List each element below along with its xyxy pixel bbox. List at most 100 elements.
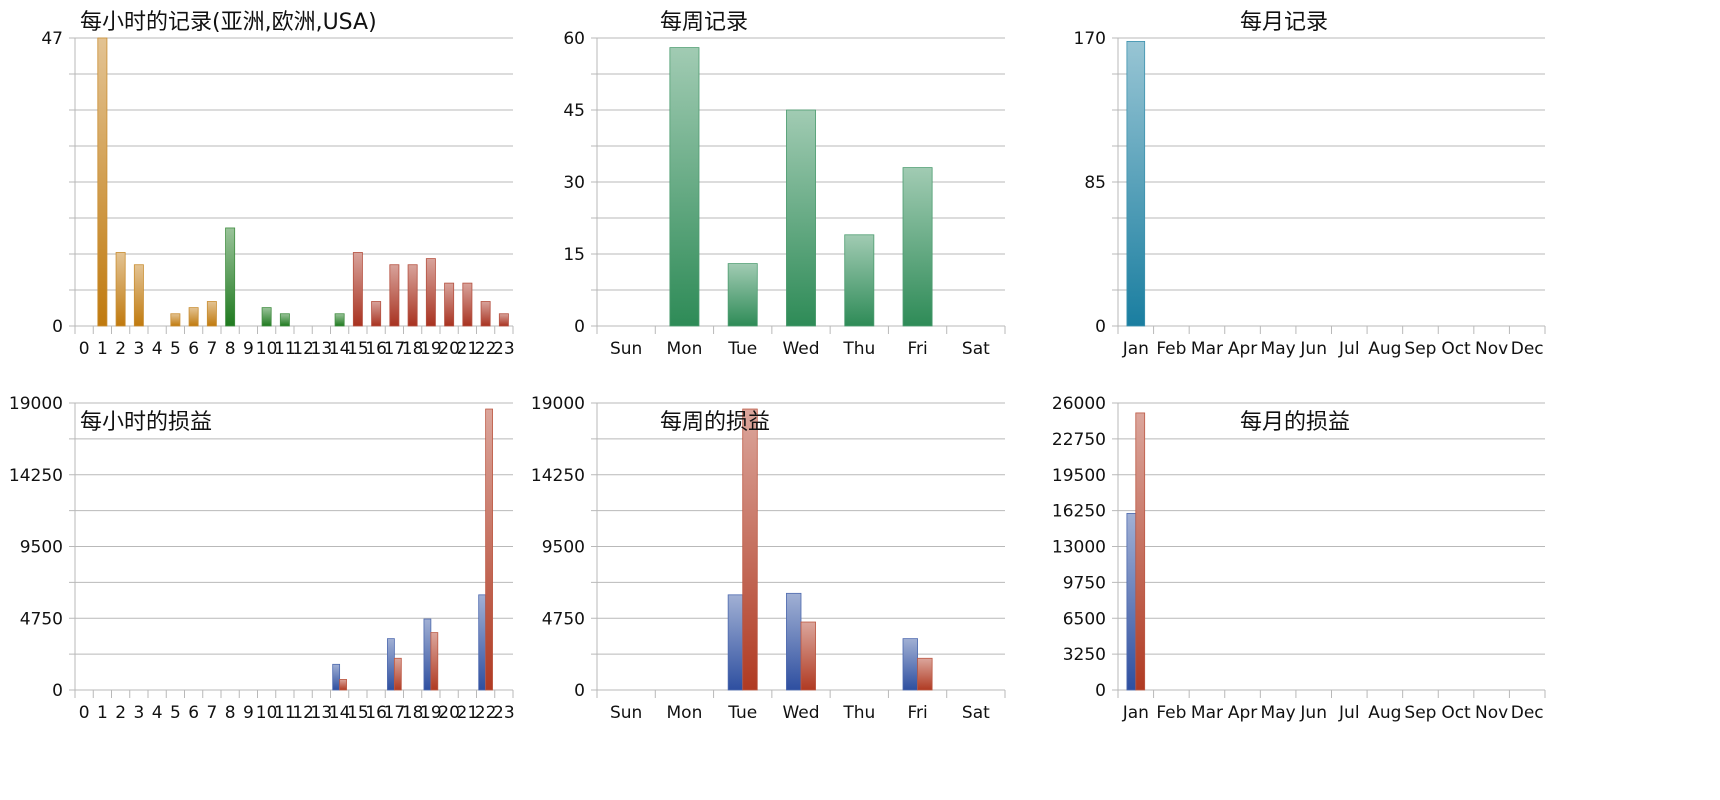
x-tick-label: Mar (1191, 339, 1223, 359)
y-tick-label: 9750 (1063, 573, 1106, 593)
bar (1126, 512, 1137, 691)
x-tick-label: Fri (907, 703, 927, 723)
x-tick-label: Sun (610, 703, 642, 723)
x-tick-label: Sat (962, 703, 990, 723)
bar (902, 167, 933, 327)
bar (430, 632, 439, 691)
x-tick-label: 20 (438, 339, 460, 359)
y-tick-label: 0 (574, 681, 585, 701)
y-tick-label: 60 (563, 29, 585, 49)
chart-title: 每月记录 (1240, 10, 1329, 35)
y-tick-label: 14250 (9, 466, 63, 486)
x-tick-label: 4 (152, 703, 163, 723)
x-tick-label: 17 (384, 339, 406, 359)
bar (1135, 412, 1146, 691)
bar (800, 621, 816, 691)
bar (115, 252, 126, 327)
x-tick-label: Mar (1191, 703, 1223, 723)
x-tick-label: 16 (365, 339, 387, 359)
x-tick-label: 22 (475, 339, 497, 359)
y-tick-label: 19000 (531, 394, 585, 414)
x-tick-label: May (1261, 339, 1296, 359)
y-tick-label: 170 (1074, 29, 1106, 49)
x-tick-label: Feb (1156, 339, 1186, 359)
x-tick-label: 7 (206, 339, 217, 359)
y-tick-label: 9500 (542, 538, 585, 558)
x-tick-label: 15 (347, 703, 369, 723)
chart-monthly-records: 0 85 170 Jan Feb Mar Apr May Jun Jul Aug Sep Oct Nov D… (1074, 0, 1720, 395)
x-tick-label: 17 (384, 703, 406, 723)
y-tick-label: 0 (1095, 681, 1106, 701)
x-tick-label: Thu (842, 339, 875, 359)
bar (206, 301, 217, 327)
x-tick-label: 21 (457, 703, 479, 723)
y-tick-label: 22750 (1052, 430, 1106, 450)
bar (478, 594, 487, 691)
x-tick-label: Jan (1122, 339, 1149, 359)
chart-title: 每小时的损益 (80, 410, 213, 435)
bar (425, 258, 436, 327)
x-tick-label: Jun (1299, 703, 1327, 723)
x-tick-label: 8 (225, 339, 236, 359)
bar (423, 618, 432, 691)
bar (332, 663, 341, 691)
y-tick-label: 3250 (1063, 645, 1106, 665)
chart-weekly-records-svg: 0 15 30 45 60 Sun Mon Tue Wed Thu Fri Sat (563, 29, 1006, 359)
bar (352, 252, 363, 327)
bar (669, 47, 700, 327)
x-tick-label: 0 (79, 703, 90, 723)
x-tick-label: 6 (188, 339, 199, 359)
x-tick-label: 1 (97, 339, 108, 359)
chart-weekly-records: 0 15 30 45 60 Sun Mon Tue Wed Thu Fri Sat 每周记录 (563, 0, 1160, 395)
bar (742, 408, 758, 691)
chart-title: 每小时的记录(亚洲,欧洲,USA) (80, 10, 377, 35)
x-tick-label: 8 (225, 703, 236, 723)
chart-hourly-records: 0 47 0 1 2 3 4 5 6 7 8 9 10 11 12 13 14 15 16 17 18 19 20 21 22 2… (0, 0, 580, 395)
x-tick-label: 0 (79, 339, 90, 359)
chart-hourly-pnl: 0 4750 9500 14250 19000 0 1 2 3 4 5 6 7 8 9 10 11 12 13 14 1… (0, 394, 580, 800)
chart-title: 每月的损益 (1240, 410, 1351, 435)
x-tick-label: 23 (493, 703, 515, 723)
bar (727, 594, 744, 691)
x-tick-label: Jun (1299, 339, 1327, 359)
x-tick-label: 16 (365, 703, 387, 723)
y-tick-label: 0 (574, 317, 585, 337)
bar (462, 282, 473, 327)
x-tick-label: Mon (667, 703, 703, 723)
x-tick-label: 10 (256, 703, 278, 723)
chart-monthly-pnl: 0 3250 6500 9750 13000 16250 19500 22750 26000 Ja… (1052, 394, 1720, 800)
x-tick-label: Jan (1122, 703, 1149, 723)
x-tick-label: 23 (493, 339, 515, 359)
bar (225, 227, 236, 327)
x-tick-label: 2 (115, 339, 126, 359)
x-tick-label: Sat (962, 339, 990, 359)
x-tick-label: 13 (311, 703, 333, 723)
bar (393, 657, 402, 691)
x-tick-label: May (1261, 703, 1296, 723)
chart-title: 每周记录 (660, 10, 749, 35)
x-tick-label: Dec (1511, 703, 1544, 723)
x-tick-label: Fri (907, 339, 927, 359)
bar (485, 408, 493, 691)
y-tick-label: 0 (1095, 317, 1106, 337)
x-tick-label: Wed (782, 703, 819, 723)
x-tick-label: Sep (1404, 339, 1436, 359)
y-tick-label: 19000 (9, 394, 63, 414)
chart-title: 每周的损益 (660, 410, 771, 435)
y-tick-label: 13000 (1052, 538, 1106, 558)
x-tick-label: Tue (727, 703, 757, 723)
x-tick-label: 12 (292, 339, 314, 359)
x-tick-label: Aug (1368, 703, 1401, 723)
x-tick-label: Sun (610, 339, 642, 359)
bar (279, 313, 290, 327)
x-tick-label: 19 (420, 703, 442, 723)
bar (261, 307, 272, 327)
bar (786, 592, 802, 691)
bar (371, 301, 382, 327)
bar (334, 313, 345, 327)
x-tick-label: Apr (1228, 703, 1257, 723)
x-tick-label: 10 (256, 339, 278, 359)
bar (498, 313, 509, 327)
y-tick-label: 0 (52, 681, 63, 701)
y-tick-label: 47 (41, 29, 63, 49)
